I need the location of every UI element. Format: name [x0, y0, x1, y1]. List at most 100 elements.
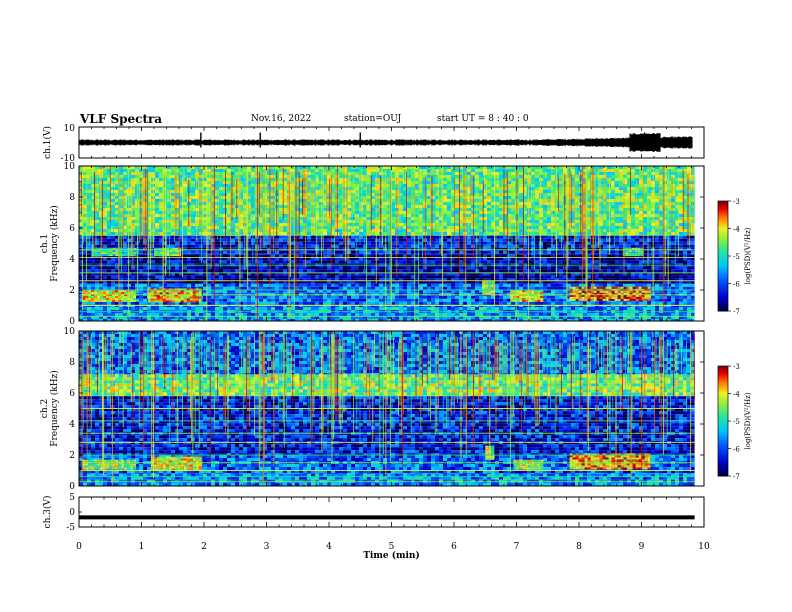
emission-burst — [638, 467, 642, 470]
emission-burst — [516, 298, 520, 300]
emission-burst — [82, 463, 86, 466]
spectrogram-cells — [131, 253, 627, 284]
spectrogram-cells — [87, 184, 687, 229]
spectrogram-cells — [591, 389, 595, 393]
emission-burst — [584, 461, 606, 466]
emission-burst — [168, 290, 178, 303]
emission-burst — [491, 457, 495, 460]
colorbar-cell — [718, 213, 728, 217]
emission-burst — [581, 459, 585, 462]
emission-burst — [156, 300, 160, 303]
emission-burst — [617, 467, 621, 470]
emission-burst — [127, 459, 131, 462]
colorbar-cell — [718, 223, 728, 226]
emission-burst — [593, 455, 597, 458]
emission-burst — [528, 296, 532, 298]
y-tick-label: 6 — [69, 389, 75, 399]
emission-burst — [537, 292, 541, 294]
emission-burst — [578, 296, 582, 299]
emission-burst — [91, 298, 95, 300]
emission-burst — [174, 460, 178, 463]
spectrogram-cells — [423, 229, 427, 232]
emission-burst — [641, 290, 645, 293]
emission-burst — [133, 463, 137, 466]
spectrogram-cells — [439, 386, 443, 390]
emission-burst — [510, 290, 514, 292]
spectrogram-cells — [127, 337, 639, 486]
emission-burst — [153, 290, 157, 293]
emission-burst — [189, 296, 193, 299]
spectrogram-cells — [487, 226, 491, 229]
colorbar-label: log(PSD)(V²/Hz) — [744, 392, 752, 449]
colorbar-cell — [718, 371, 728, 374]
colorbar-cell — [718, 474, 728, 477]
spectrogram-cells — [155, 346, 695, 483]
start-time-label: start UT = 8 : 40 : 0 — [437, 114, 529, 124]
emission-burst — [519, 290, 523, 292]
emission-burst — [124, 254, 128, 257]
emission-burst — [611, 296, 615, 299]
emission-burst — [177, 296, 181, 299]
date-label: Nov.16, 2022 — [251, 114, 312, 124]
emission-burst — [602, 463, 606, 466]
colorbar-cell — [718, 292, 728, 295]
emission-burst — [192, 460, 196, 463]
emission-burst — [162, 460, 166, 463]
emission-burst — [165, 464, 169, 467]
emission-burst — [528, 300, 532, 302]
emission-burst — [106, 298, 110, 300]
emission-burst — [510, 292, 514, 294]
emission-burst — [153, 464, 157, 467]
colorbar-cell — [718, 303, 728, 306]
emission-burst — [106, 254, 110, 257]
emission-burst — [491, 449, 495, 452]
spectrogram-cells — [255, 374, 259, 378]
emission-burst — [97, 465, 101, 468]
colorbar-cell — [718, 212, 728, 215]
sferic-streaks — [282, 332, 340, 425]
sferic-streaks — [263, 169, 594, 264]
sferic-streaks — [146, 331, 503, 423]
channel-label: ch.2 — [40, 399, 50, 418]
spectrogram-cells — [411, 392, 415, 396]
emission-burst — [175, 254, 178, 257]
emission-burst — [485, 284, 489, 287]
emission-burst — [133, 296, 137, 298]
sferic-streaks — [210, 169, 380, 269]
emission-burst — [192, 290, 196, 293]
sferic-streaks — [442, 336, 551, 429]
emission-burst — [534, 465, 538, 468]
emission-burst — [103, 254, 107, 257]
emission-burst — [578, 457, 582, 460]
sferic-streaks — [265, 171, 503, 230]
colorbar-tick-label: -6 — [733, 446, 740, 454]
emission-burst — [127, 465, 131, 468]
spectrogram-cells — [99, 241, 567, 321]
emission-burst — [581, 296, 585, 299]
emission-burst — [637, 252, 641, 255]
emission-burst — [634, 252, 638, 255]
colorbar-cell — [718, 307, 728, 310]
emission-burst — [516, 290, 544, 302]
colorbar-cell — [718, 272, 728, 275]
sferic-streaks — [302, 166, 518, 254]
colorbar-cell — [718, 237, 728, 240]
emission-burst — [578, 294, 582, 297]
x-tick-label: 7 — [514, 542, 520, 552]
emission-burst — [112, 250, 116, 253]
emission-burst — [569, 298, 573, 301]
emission-burst — [572, 296, 576, 299]
emission-burst — [540, 465, 544, 468]
colorbar-cell — [718, 257, 728, 261]
emission-burst — [165, 460, 169, 463]
emission-burst — [620, 455, 624, 458]
emission-burst — [644, 465, 648, 468]
emission-burst — [632, 296, 636, 299]
colorbar-cell — [718, 309, 728, 312]
spectrogram-cells — [231, 235, 687, 302]
emission-burst — [183, 460, 187, 463]
emission-burst — [112, 254, 116, 257]
emission-burst — [109, 250, 113, 253]
emission-burst — [620, 296, 624, 299]
colorbar-cell — [718, 256, 728, 259]
